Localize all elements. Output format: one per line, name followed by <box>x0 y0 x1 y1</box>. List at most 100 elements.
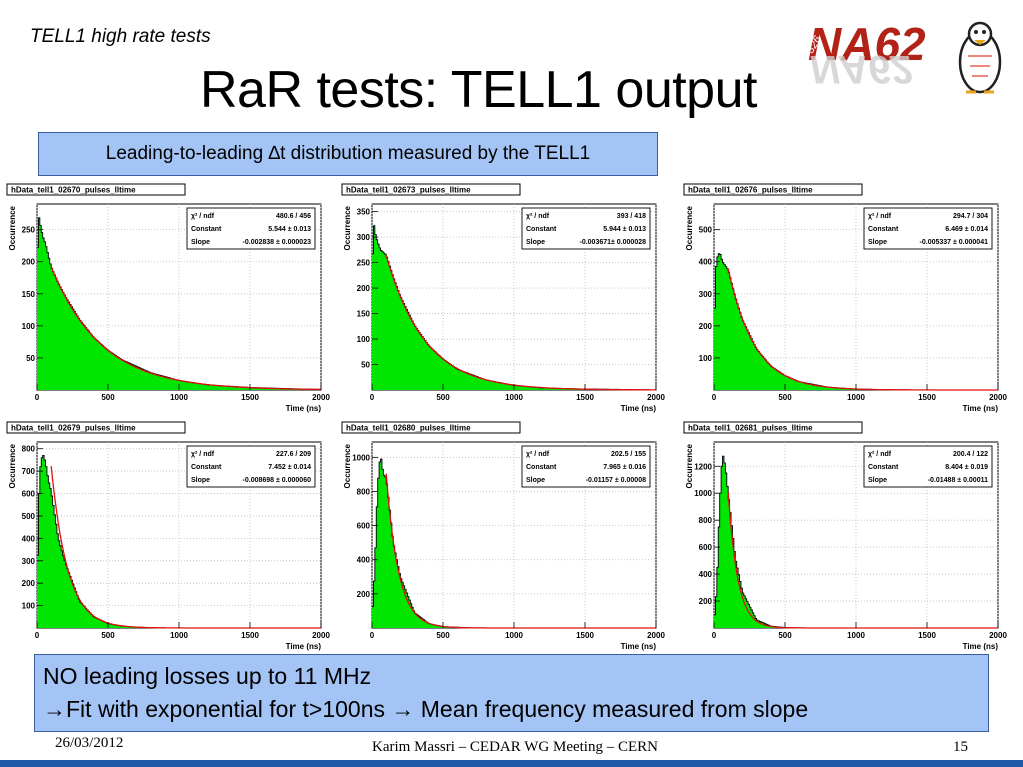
histogram-title-box <box>341 183 521 196</box>
y-tick-label: 200 <box>22 579 36 588</box>
x-tick-label: 1000 <box>505 393 523 402</box>
x-tick-label: 1500 <box>918 393 936 402</box>
y-tick-label: 50 <box>26 354 35 363</box>
x-tick-label: 0 <box>35 393 40 402</box>
stat-slope-label: Slope <box>526 239 545 246</box>
stat-slope-label: Slope <box>191 239 210 246</box>
histogram-bars <box>372 225 656 390</box>
histogram-panel-1: 0 500 1000 1500 2000 50 100 150 200 250 Time (ns) O… <box>5 182 335 414</box>
y-axis-label: Occurrence <box>343 205 352 250</box>
y-tick-label: 250 <box>22 226 36 235</box>
x-tick-label: 500 <box>101 631 115 640</box>
x-axis-label: Time (ns) <box>621 642 657 651</box>
y-tick-label: 1000 <box>352 453 370 462</box>
stat-chi2-label: χ² / ndf <box>868 213 892 220</box>
x-tick-label: 500 <box>778 631 792 640</box>
fit-stats-box <box>186 445 316 488</box>
y-tick-label: 800 <box>357 487 371 496</box>
x-axis-label: Time (ns) <box>286 642 322 651</box>
histogram-svg: 0 500 1000 1500 2000 100 200 300 400 500 Time (ns)… <box>683 183 1007 413</box>
conclusion-line-1: NO leading losses up to 11 MHz <box>43 663 372 689</box>
stat-chi2-label: χ² / ndf <box>191 213 215 220</box>
x-tick-label: 2000 <box>989 631 1007 640</box>
fit-stats-box <box>863 445 993 488</box>
stat-chi2-value: 200.4 / 122 <box>953 451 988 458</box>
histogram-title-box <box>6 421 186 434</box>
x-tick-label: 2000 <box>647 631 665 640</box>
stat-chi2-label: χ² / ndf <box>526 213 550 220</box>
fit-stats-box <box>863 207 993 250</box>
logo-text: NA62 <box>808 18 926 70</box>
histogram-svg: 0 500 1000 1500 2000 50 100 150 200 250 Time (ns) O… <box>6 183 330 413</box>
histogram-title: hData_tell1_02673_pulses_lltime <box>346 186 471 195</box>
stat-constant-value: 7.452 ± 0.014 <box>268 464 311 471</box>
x-axis-label: Time (ns) <box>963 642 999 651</box>
stat-constant-value: 6.469 ± 0.014 <box>945 226 988 233</box>
histogram-title: hData_tell1_02681_pulses_lltime <box>688 424 813 433</box>
stat-slope-value: -0.002838 ± 0.000023 <box>243 239 312 246</box>
y-axis-label: Occurrence <box>685 205 694 250</box>
x-tick-label: 500 <box>778 393 792 402</box>
y-tick-label: 300 <box>22 557 36 566</box>
stat-slope-value: -0.005337 ± 0.000041 <box>920 239 989 246</box>
histogram-panel-6: 0 500 1000 1500 2000 200 400 600 800 1000 1200 Time… <box>682 420 1012 652</box>
y-tick-label: 300 <box>699 290 713 299</box>
y-tick-label: 100 <box>22 322 36 331</box>
histogram-svg: 0 500 1000 1500 2000 200 400 600 800 1000 1200 Time… <box>683 421 1007 651</box>
histogram-panel-2: 0 500 1000 1500 2000 50 100 150 200 250 300 350 Time… <box>340 182 670 414</box>
histogram-svg: 0 500 1000 1500 2000 100 200 300 400 500 600 700 800… <box>6 421 330 651</box>
stat-chi2-label: χ² / ndf <box>868 451 892 458</box>
histogram-title: hData_tell1_02680_pulses_lltime <box>346 424 471 433</box>
x-tick-label: 2000 <box>647 393 665 402</box>
stat-constant-label: Constant <box>526 464 557 471</box>
y-tick-label: 800 <box>22 445 36 454</box>
y-axis-label: Occurrence <box>685 443 694 488</box>
y-tick-label: 600 <box>699 543 713 552</box>
y-tick-label: 400 <box>357 556 371 565</box>
histogram-title-box <box>341 421 521 434</box>
fit-stats-box <box>186 207 316 250</box>
y-tick-label: 100 <box>699 354 713 363</box>
x-tick-label: 0 <box>712 631 717 640</box>
x-tick-label: 500 <box>436 393 450 402</box>
y-tick-label: 400 <box>22 534 36 543</box>
fit-stats-box <box>521 445 651 488</box>
x-axis-label: Time (ns) <box>286 404 322 413</box>
y-tick-label: 400 <box>699 258 713 267</box>
y-tick-label: 800 <box>699 516 713 525</box>
stat-constant-label: Constant <box>191 226 222 233</box>
penguin-icon <box>958 21 1002 94</box>
stat-chi2-label: χ² / ndf <box>191 451 215 458</box>
stat-constant-value: 5.944 ± 0.013 <box>603 226 646 233</box>
x-tick-label: 1000 <box>170 631 188 640</box>
stat-constant-value: 5.544 ± 0.013 <box>268 226 311 233</box>
histogram-title-box <box>683 421 863 434</box>
stat-chi2-value: 227.6 / 209 <box>276 451 311 458</box>
stat-constant-value: 8.404 ± 0.019 <box>945 464 988 471</box>
x-tick-label: 1500 <box>576 393 594 402</box>
stat-slope-value: -0.01488 ± 0.00011 <box>928 477 988 484</box>
stat-slope-label: Slope <box>526 477 545 484</box>
stat-constant-value: 7.965 ± 0.016 <box>603 464 646 471</box>
y-tick-label: 200 <box>357 590 371 599</box>
stat-chi2-value: 294.7 / 304 <box>953 213 988 220</box>
footer-bar <box>0 760 1023 767</box>
x-axis-label: Time (ns) <box>621 404 657 413</box>
y-tick-label: 600 <box>357 522 371 531</box>
stat-slope-value: -0.003671± 0.000028 <box>579 239 646 246</box>
histogram-bars <box>714 253 998 390</box>
footer-date: 26/03/2012 <box>55 735 124 751</box>
logo-reflection: NA62 <box>810 47 912 91</box>
y-tick-label: 150 <box>22 290 36 299</box>
na62-logo: NA62 NA62 P326 <box>800 14 1015 106</box>
y-tick-label: 250 <box>357 259 371 268</box>
fit-curve <box>385 473 656 629</box>
y-axis-label: Occurrence <box>343 443 352 488</box>
histogram-panel-4: 0 500 1000 1500 2000 100 200 300 400 500 600 700 800… <box>5 420 335 652</box>
caption-box: Leading-to-leading ∆t distribution measu… <box>38 132 658 176</box>
y-tick-label: 100 <box>22 602 36 611</box>
histogram-title: hData_tell1_02679_pulses_lltime <box>11 424 136 433</box>
histogram-svg: 0 500 1000 1500 2000 50 100 150 200 250 300 350 Time… <box>341 183 665 413</box>
fit-stats-box <box>521 207 651 250</box>
y-tick-label: 1200 <box>694 462 712 471</box>
